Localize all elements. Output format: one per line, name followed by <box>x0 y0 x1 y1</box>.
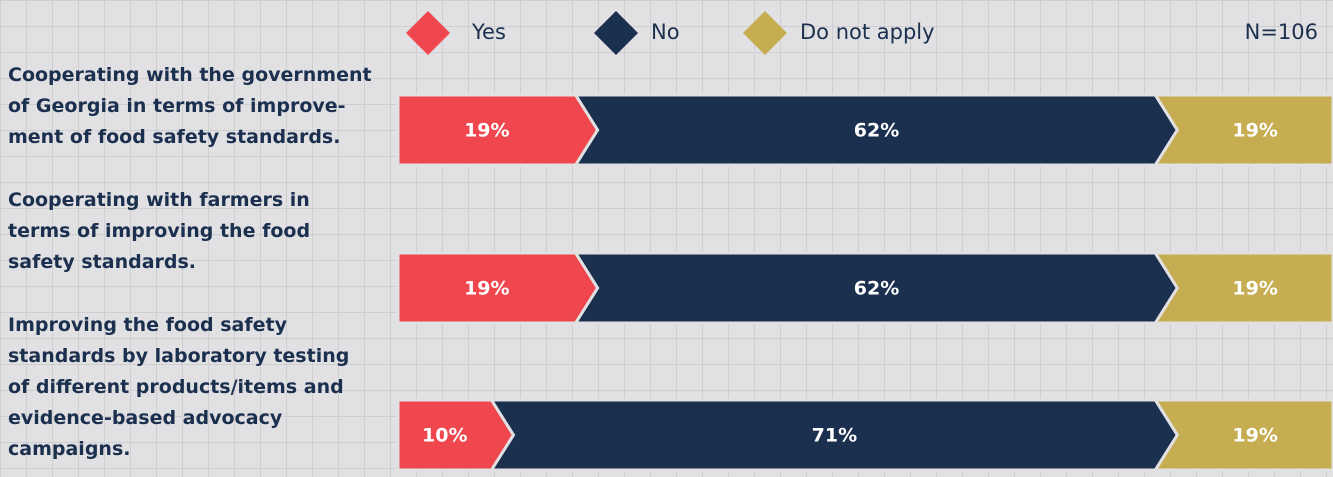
value-label: 19% <box>1232 278 1277 300</box>
bar-segment <box>1152 398 1333 472</box>
legend-label: No <box>651 20 680 44</box>
legend-swatch <box>594 11 638 55</box>
value-label: 62% <box>854 278 899 300</box>
value-label: 19% <box>464 278 509 300</box>
value-label: 10% <box>422 425 467 447</box>
legend-label: Yes <box>471 20 506 44</box>
category-label: Cooperating with farmers in terms of impr… <box>8 189 310 273</box>
value-label: 19% <box>1232 120 1277 142</box>
legend-swatch <box>406 11 450 55</box>
value-label: 19% <box>464 120 509 142</box>
bar-segment <box>1152 251 1333 325</box>
legend-swatch <box>743 11 787 55</box>
value-label: 62% <box>854 120 899 142</box>
category-label: Cooperating with the government of Georgi… <box>8 64 372 148</box>
annotation: N=106 <box>1245 20 1318 44</box>
bar-segment <box>1152 93 1333 167</box>
value-label: 19% <box>1232 425 1277 447</box>
legend-label: Do not apply <box>800 20 935 44</box>
category-label: Improving the food safety standards by la… <box>8 314 349 460</box>
value-label: 71% <box>812 425 857 447</box>
